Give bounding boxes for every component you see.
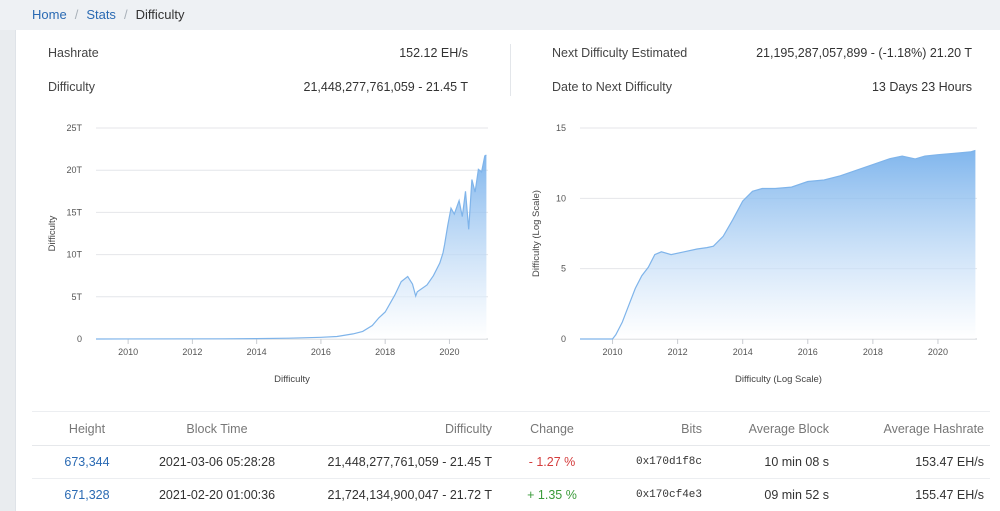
header-difficulty[interactable]: Difficulty bbox=[292, 411, 492, 446]
row-change: - 1.27 % bbox=[492, 445, 612, 479]
x-tick-label: 2010 bbox=[603, 347, 623, 357]
hashrate-value: 152.12 EH/s bbox=[399, 46, 468, 60]
y-tick-label: 25T bbox=[66, 123, 82, 133]
y-tick-label: 0 bbox=[77, 334, 82, 344]
difficulty-table: Height Block Time Difficulty Change Bits… bbox=[32, 411, 990, 511]
row-difficulty: 21,448,277,761,059 - 21.45 T bbox=[292, 445, 492, 479]
y-tick-label: 10T bbox=[66, 250, 82, 260]
y-tick-label: 15 bbox=[556, 123, 566, 133]
next-difficulty-label: Next Difficulty Estimated bbox=[552, 46, 688, 60]
x-axis-title: Difficulty bbox=[274, 374, 310, 385]
row-average-block: 09 min 52 s bbox=[702, 478, 829, 511]
x-tick-label: 2016 bbox=[311, 347, 331, 357]
date-to-next-label: Date to Next Difficulty bbox=[552, 80, 672, 94]
row-average-hashrate: 153.47 EH/s bbox=[829, 445, 990, 479]
row-average-hashrate: 155.47 EH/s bbox=[829, 478, 990, 511]
x-tick-label: 2020 bbox=[928, 347, 948, 357]
difficulty-area bbox=[96, 155, 487, 339]
table-row: 673,344 2021-03-06 05:28:28 21,448,277,7… bbox=[32, 445, 990, 479]
breadcrumb-current: Difficulty bbox=[135, 7, 185, 22]
difficulty-area bbox=[580, 150, 976, 339]
difficulty-line bbox=[580, 149, 976, 340]
y-tick-label: 0 bbox=[561, 334, 566, 344]
y-axis-title: Difficulty (Log Scale) bbox=[531, 190, 542, 277]
row-bits: 0x170d1f8c bbox=[612, 445, 702, 479]
x-tick-label: 2016 bbox=[798, 347, 818, 357]
x-tick-label: 2012 bbox=[182, 347, 202, 357]
row-height-link[interactable]: 673,344 bbox=[32, 445, 142, 479]
row-average-block: 10 min 08 s bbox=[702, 445, 829, 479]
x-tick-label: 2018 bbox=[863, 347, 883, 357]
date-to-next-value: 13 Days 23 Hours bbox=[871, 80, 972, 94]
y-tick-label: 5 bbox=[561, 264, 566, 274]
header-bits[interactable]: Bits bbox=[612, 411, 702, 446]
x-tick-label: 2018 bbox=[375, 347, 395, 357]
table-header-row: Height Block Time Difficulty Change Bits… bbox=[32, 411, 990, 446]
row-bits: 0x170cf4e3 bbox=[612, 478, 702, 511]
y-tick-label: 10 bbox=[556, 193, 566, 203]
row-change: + 1.35 % bbox=[492, 478, 612, 511]
y-tick-label: 15T bbox=[66, 207, 82, 217]
next-difficulty-value: 21,195,287,057,899 - (-1.18%) 21.20 T bbox=[756, 46, 972, 60]
breadcrumb-stats-link[interactable]: Stats bbox=[86, 7, 116, 22]
header-block-time[interactable]: Block Time bbox=[142, 411, 292, 446]
difficulty-label: Difficulty bbox=[48, 80, 96, 94]
x-tick-label: 2012 bbox=[668, 347, 688, 357]
breadcrumb-separator: / bbox=[74, 7, 79, 22]
x-tick-label: 2014 bbox=[733, 347, 753, 357]
difficulty-value: 21,448,277,761,059 - 21.45 T bbox=[303, 80, 469, 94]
header-height[interactable]: Height bbox=[32, 411, 142, 446]
breadcrumb: Home / Stats / Difficulty bbox=[0, 0, 1000, 30]
x-axis-title: Difficulty (Log Scale) bbox=[735, 374, 822, 385]
x-tick-label: 2020 bbox=[439, 347, 459, 357]
table-row: 671,328 2021-02-20 01:00:36 21,724,134,9… bbox=[32, 478, 990, 511]
y-tick-label: 20T bbox=[66, 165, 82, 175]
header-change[interactable]: Change bbox=[492, 411, 612, 446]
x-tick-label: 2010 bbox=[118, 347, 138, 357]
hashrate-label: Hashrate bbox=[48, 46, 99, 60]
difficulty-line bbox=[95, 154, 487, 340]
breadcrumb-home-link[interactable]: Home bbox=[32, 7, 67, 22]
y-axis-title: Difficulty bbox=[47, 215, 58, 251]
stats-divider bbox=[510, 44, 511, 96]
row-block-time: 2021-03-06 05:28:28 bbox=[142, 445, 292, 479]
header-average-hashrate[interactable]: Average Hashrate bbox=[829, 411, 990, 446]
y-tick-label: 5T bbox=[71, 292, 82, 302]
header-average-block[interactable]: Average Block bbox=[702, 411, 829, 446]
row-block-time: 2021-02-20 01:00:36 bbox=[142, 478, 292, 511]
x-tick-label: 2014 bbox=[247, 347, 267, 357]
breadcrumb-separator: / bbox=[123, 7, 128, 22]
row-height-link[interactable]: 671,328 bbox=[32, 478, 142, 511]
row-difficulty: 21,724,134,900,047 - 21.72 T bbox=[292, 478, 492, 511]
